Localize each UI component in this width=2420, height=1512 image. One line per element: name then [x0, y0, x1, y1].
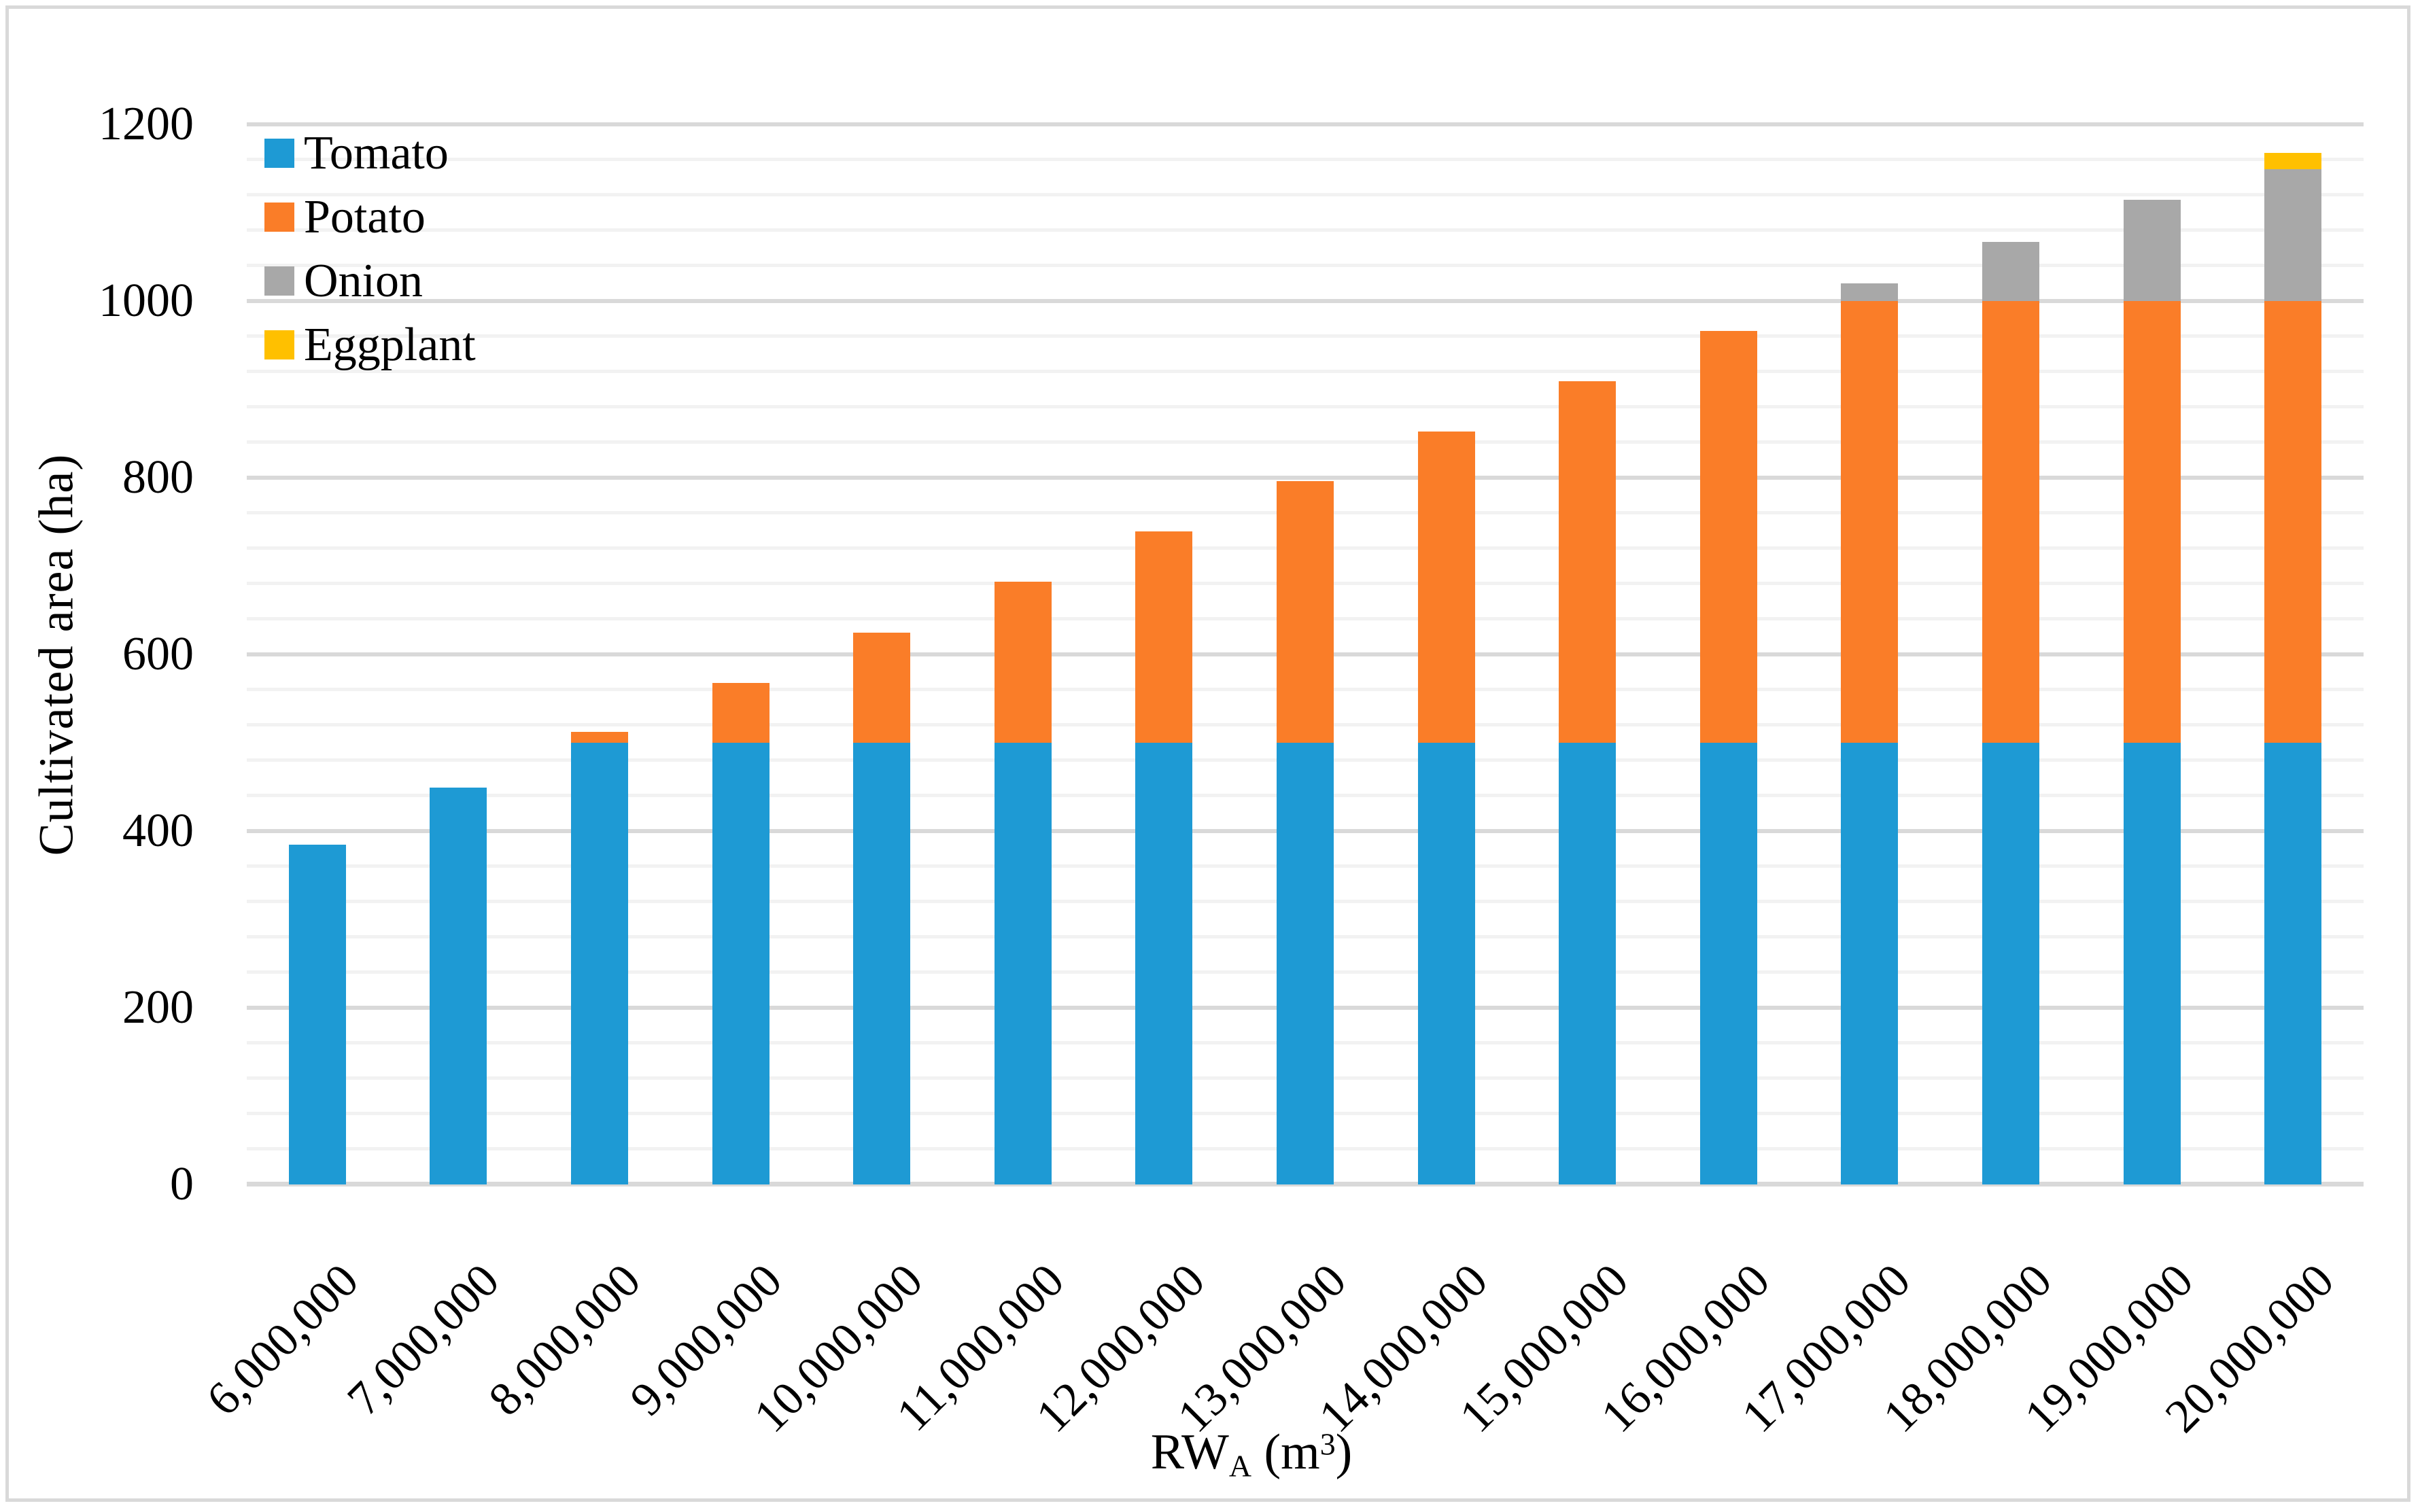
bar-segment-tomato — [2123, 743, 2181, 1184]
legend-label: Tomato — [304, 127, 449, 179]
bar-segment-tomato — [853, 743, 911, 1184]
x-axis-title-subscript: A — [1228, 1448, 1251, 1483]
gridline-major — [247, 299, 2364, 303]
bar-segment-tomato — [571, 743, 628, 1184]
bar-segment-tomato — [1841, 743, 1899, 1184]
x-axis-title-base: RW — [1150, 1424, 1229, 1480]
bar-segment-potato — [853, 632, 911, 743]
bar-segment-tomato — [1277, 743, 1334, 1184]
bar-segment-tomato — [1699, 743, 1757, 1184]
legend-item-tomato: Tomato — [264, 127, 476, 179]
bar-segment-tomato — [1135, 743, 1193, 1184]
gridline-minor — [247, 405, 2364, 408]
legend-swatch-tomato-icon — [264, 139, 294, 168]
gridline-minor — [247, 334, 2364, 338]
gridline-minor — [247, 370, 2364, 373]
legend: Tomato Potato Onion Eggplant — [264, 127, 476, 371]
gridline-major — [247, 122, 2364, 126]
legend-item-potato: Potato — [264, 191, 476, 243]
gridline-minor — [247, 440, 2364, 444]
legend-label: Onion — [304, 255, 423, 307]
legend-item-eggplant: Eggplant — [264, 319, 476, 371]
gridline-minor — [247, 193, 2364, 196]
bar-segment-potato — [1277, 481, 1334, 743]
legend-swatch-eggplant-icon — [264, 330, 294, 359]
bar-segment-potato — [1841, 301, 1899, 743]
bar-segment-potato — [2123, 301, 2181, 743]
bar-segment-potato — [2264, 301, 2322, 743]
x-axis-title-superscript: 3 — [1319, 1426, 1336, 1462]
bar-segment-tomato — [1417, 743, 1475, 1184]
y-tick-label: 600 — [122, 628, 194, 680]
y-tick-label: 800 — [122, 451, 194, 504]
bar-segment-onion — [1841, 283, 1899, 301]
chart-outer-border — [5, 5, 2410, 1502]
gridline-major — [247, 476, 2364, 480]
legend-label: Eggplant — [304, 319, 476, 371]
legend-swatch-potato-icon — [264, 203, 294, 232]
bar-segment-tomato — [712, 743, 770, 1184]
bar-segment-potato — [571, 732, 628, 743]
bar-segment-tomato — [430, 788, 487, 1184]
legend-label: Potato — [304, 191, 426, 243]
gridline-minor — [247, 228, 2364, 232]
y-tick-label: 0 — [170, 1158, 194, 1210]
bar-segment-potato — [994, 582, 1052, 743]
bar-segment-onion — [2123, 199, 2181, 301]
legend-item-onion: Onion — [264, 255, 476, 307]
plot-area — [247, 122, 2364, 1186]
bar-segment-onion — [2264, 169, 2322, 301]
bar-segment-tomato — [1982, 743, 2039, 1184]
y-tick-label: 1200 — [99, 98, 194, 150]
gridline-minor — [247, 158, 2364, 161]
x-axis-title: RWA (m3) — [1151, 1424, 1353, 1483]
y-tick-label: 1000 — [99, 275, 194, 327]
bar-segment-tomato — [2264, 743, 2322, 1184]
bar-segment-potato — [1417, 432, 1475, 743]
x-axis-title-unit-close: ) — [1335, 1424, 1353, 1480]
bar-segment-potato — [1699, 331, 1757, 743]
y-tick-label: 400 — [122, 805, 194, 857]
bar-segment-potato — [1135, 531, 1193, 743]
bar-segment-eggplant — [2264, 152, 2322, 170]
bar-segment-onion — [1982, 241, 2039, 301]
bar-segment-tomato — [1559, 743, 1617, 1184]
legend-swatch-onion-icon — [264, 266, 294, 296]
bar-segment-potato — [1559, 381, 1617, 743]
bar-segment-tomato — [994, 743, 1052, 1184]
x-axis-title-unit-open: (m — [1251, 1424, 1320, 1480]
bar-segment-potato — [1982, 301, 2039, 743]
bar-segment-potato — [712, 682, 770, 743]
y-tick-label: 200 — [122, 981, 194, 1034]
gridline-minor — [247, 264, 2364, 267]
bar-segment-tomato — [288, 844, 346, 1184]
